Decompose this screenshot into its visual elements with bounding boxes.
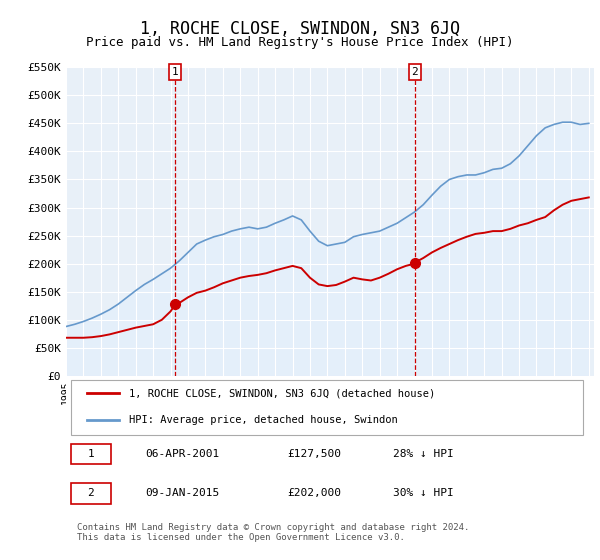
Text: 2: 2 — [412, 67, 418, 77]
Text: 1, ROCHE CLOSE, SWINDON, SN3 6JQ: 1, ROCHE CLOSE, SWINDON, SN3 6JQ — [140, 20, 460, 38]
Text: 28% ↓ HPI: 28% ↓ HPI — [394, 449, 454, 459]
Text: 2: 2 — [88, 488, 94, 498]
Text: Contains HM Land Registry data © Crown copyright and database right 2024.
This d: Contains HM Land Registry data © Crown c… — [77, 523, 469, 542]
Text: 1, ROCHE CLOSE, SWINDON, SN3 6JQ (detached house): 1, ROCHE CLOSE, SWINDON, SN3 6JQ (detach… — [130, 388, 436, 398]
Text: Price paid vs. HM Land Registry's House Price Index (HPI): Price paid vs. HM Land Registry's House … — [86, 36, 514, 49]
Text: 30% ↓ HPI: 30% ↓ HPI — [394, 488, 454, 498]
FancyBboxPatch shape — [71, 444, 111, 464]
Text: 1: 1 — [88, 449, 94, 459]
Text: 1: 1 — [172, 67, 179, 77]
Text: £127,500: £127,500 — [288, 449, 342, 459]
FancyBboxPatch shape — [71, 380, 583, 435]
Text: 09-JAN-2015: 09-JAN-2015 — [145, 488, 220, 498]
FancyBboxPatch shape — [71, 483, 111, 503]
Text: £202,000: £202,000 — [288, 488, 342, 498]
Text: HPI: Average price, detached house, Swindon: HPI: Average price, detached house, Swin… — [130, 416, 398, 426]
Text: 06-APR-2001: 06-APR-2001 — [145, 449, 220, 459]
